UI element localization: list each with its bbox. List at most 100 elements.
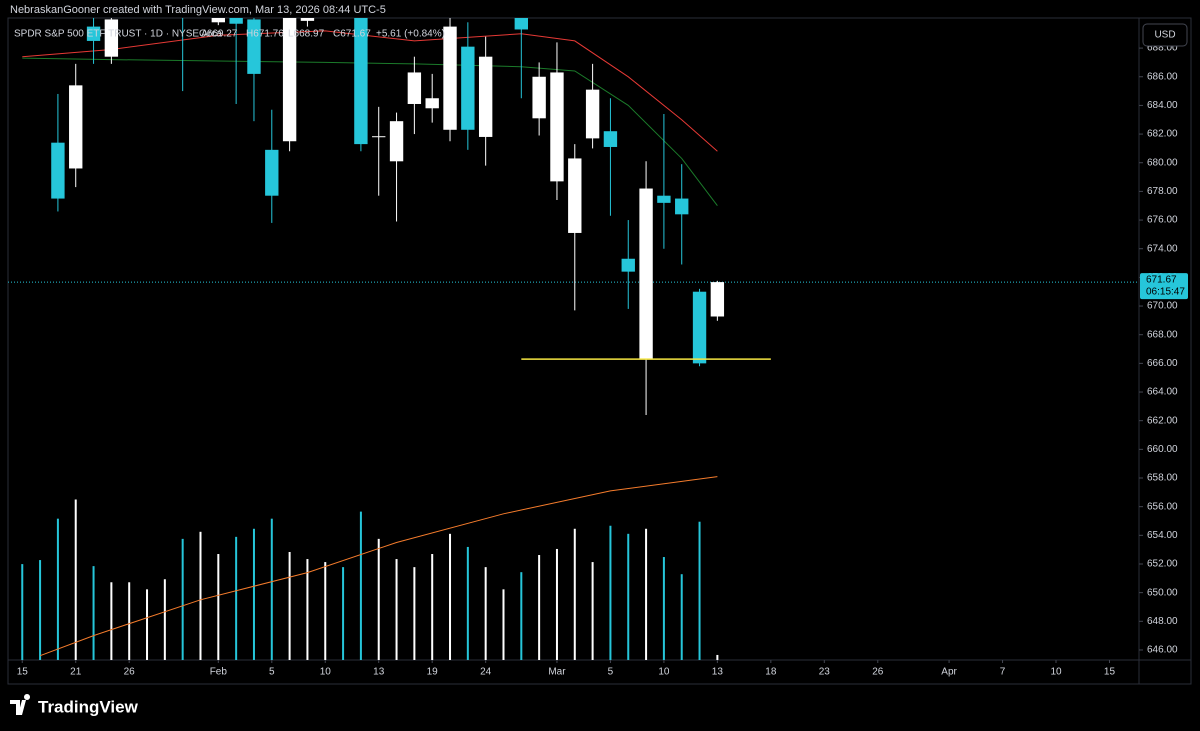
y-tick-label: 648.00	[1147, 616, 1178, 627]
currency[interactable]: USD	[1154, 30, 1175, 41]
volume-bar	[163, 579, 166, 660]
x-tick-label: Feb	[210, 667, 228, 678]
brand: TradingView	[38, 697, 139, 716]
candle-body	[675, 198, 689, 215]
volume-bar	[431, 554, 434, 660]
x-tick-label: 21	[70, 667, 82, 678]
volume-bar	[128, 582, 131, 660]
volume-bar	[627, 533, 630, 660]
x-tick-label: 15	[1104, 667, 1116, 678]
candle-body	[211, 18, 225, 23]
x-tick-label: 19	[427, 667, 439, 678]
candle-body	[585, 89, 600, 139]
legend-low: L668.97	[288, 29, 325, 40]
volume-bar	[538, 555, 541, 660]
volume-bar	[217, 554, 220, 660]
volume-bar	[74, 499, 77, 660]
x-tick-label: 26	[124, 667, 136, 678]
legend: SPDR S&P 500 ETF TRUST · 1D · NYSE Arca …	[14, 29, 445, 40]
candle-body	[372, 136, 386, 138]
last-price-tag	[1140, 273, 1188, 300]
volume-bar	[466, 546, 469, 660]
volume-bar	[181, 538, 184, 660]
x-tick-label: 24	[480, 667, 492, 678]
y-tick-label: 688.00	[1147, 43, 1178, 54]
volume-bar	[288, 551, 291, 660]
x-tick-label: 18	[765, 667, 777, 678]
candle-body	[229, 18, 243, 24]
legend-change: +5.61 (+0.84%)	[376, 29, 445, 40]
x-tick-label: 7	[1000, 667, 1006, 678]
logo: TradingView	[10, 694, 139, 716]
y-tick-label: 646.00	[1147, 645, 1178, 656]
y-tick-label: 660.00	[1147, 444, 1178, 455]
volume-bar	[662, 557, 665, 660]
volume-bar	[645, 528, 648, 660]
candle-body	[461, 46, 475, 130]
y-tick-label: 664.00	[1147, 387, 1178, 398]
candle-body	[692, 291, 707, 364]
x-tick-label: 10	[658, 667, 670, 678]
y-tick-label: 662.00	[1147, 415, 1178, 426]
x-tick-label: Mar	[548, 667, 566, 678]
volume-bar	[413, 567, 416, 660]
x-tick-label: 5	[269, 667, 275, 678]
volume-bar	[92, 566, 95, 660]
candle-body	[478, 56, 493, 137]
x-tick-label: Apr	[941, 667, 957, 678]
y-tick-label: 676.00	[1147, 215, 1178, 226]
volume-bar	[573, 528, 576, 660]
volume-bar	[395, 559, 398, 660]
candle-body	[104, 19, 119, 57]
y-tick-label: 684.00	[1147, 100, 1178, 111]
candle-body	[425, 98, 439, 109]
candle-body	[300, 18, 315, 21]
candle-body	[265, 149, 279, 196]
last-price-label: 671.67	[1146, 275, 1177, 286]
currency-button[interactable]	[1142, 23, 1188, 47]
x-tick-label: 13	[712, 667, 724, 678]
legend-open: O669.27	[199, 29, 238, 40]
candle-body	[621, 258, 635, 272]
volume-bar	[698, 521, 701, 660]
volume-bar	[359, 511, 362, 660]
y-tick-label: 678.00	[1147, 186, 1178, 197]
legend-high: H671.76	[246, 29, 284, 40]
logo-icon	[10, 694, 31, 715]
frame	[7, 17, 1192, 685]
candle-body	[532, 76, 546, 119]
volume-bar	[270, 518, 273, 660]
volume-bar	[449, 533, 452, 660]
legend-close: C671.67	[333, 29, 371, 40]
x-tick-label: 5	[608, 667, 614, 678]
symbol: SPDR S&P 500 ETF TRUST · 1D · NYSE Arca	[14, 29, 222, 40]
candle-body	[407, 72, 422, 104]
volume-bar	[484, 567, 487, 660]
candle-body	[514, 18, 528, 30]
volume-bar	[324, 562, 327, 660]
candle-body	[657, 195, 671, 203]
x-tick-label: 10	[320, 667, 332, 678]
y-tick-label: 658.00	[1147, 473, 1178, 484]
candle-body	[639, 188, 653, 360]
y-tick-label: 674.00	[1147, 243, 1178, 254]
y-tick-label: 670.00	[1147, 301, 1178, 312]
volume-bar	[235, 536, 238, 660]
candle-body	[443, 26, 457, 130]
y-tick-label: 666.00	[1147, 358, 1178, 369]
candle-body	[247, 19, 261, 74]
x-tick-label: 26	[872, 667, 884, 678]
moving-average	[39, 476, 718, 657]
volume-bar	[39, 560, 42, 660]
y-tick-label: 668.00	[1147, 329, 1178, 340]
volume-bar	[520, 572, 523, 660]
y-tick-label: 654.00	[1147, 530, 1178, 541]
volume-bar	[377, 538, 380, 660]
volume-bar	[609, 525, 612, 660]
volume-bar	[716, 654, 719, 660]
y-tick-label: 680.00	[1147, 157, 1178, 168]
x-tick-label: 23	[819, 667, 831, 678]
x-tick-label: 15	[17, 667, 29, 678]
